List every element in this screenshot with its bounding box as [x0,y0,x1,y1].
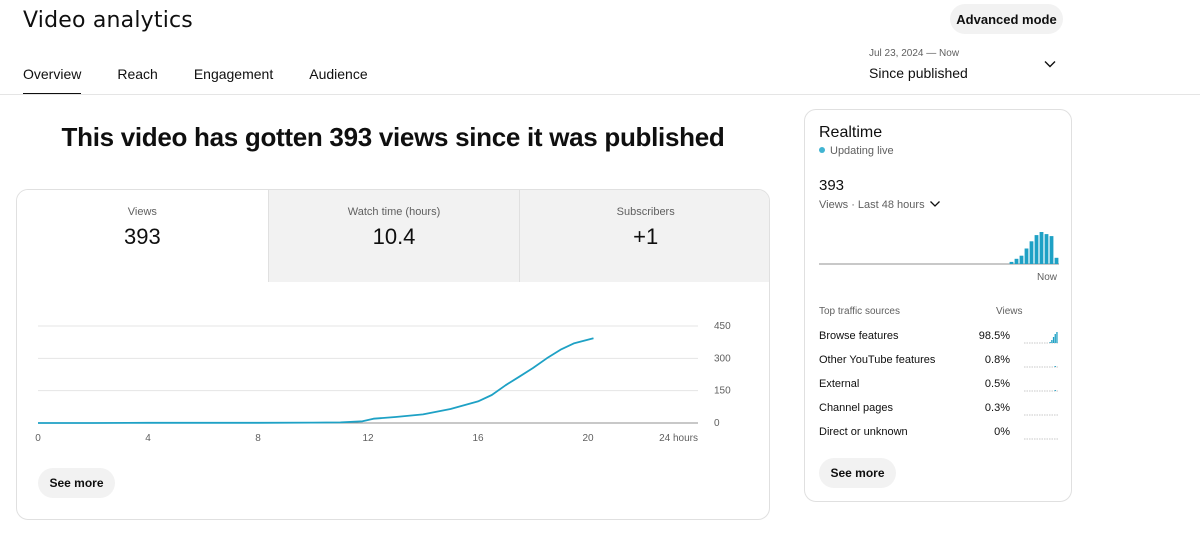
traffic-views-column: Views [996,306,1023,317]
metric-tabs: Views 393 Watch time (hours) 10.4 Subscr… [17,190,769,282]
source-sparkline [1024,366,1058,368]
advanced-mode-button[interactable]: Advanced mode [950,4,1063,34]
realtime-period-selector[interactable]: Views · Last 48 hours [819,199,941,211]
source-value: 98.5% [978,330,1010,342]
realtime-period-label: Views · Last 48 hours [819,199,925,211]
traffic-source-row: Other YouTube features 0.8% [819,354,1059,378]
realtime-bar-chart [819,232,1059,265]
views-line-chart: 0 150 300 450 0 4 8 12 16 20 24 hours [35,321,731,444]
page-title: Video analytics [23,8,193,33]
source-sparkline [1024,390,1058,392]
traffic-source-row: External 0.5% [819,378,1059,402]
sparkline-bar [1054,334,1056,343]
tab-overview[interactable]: Overview [23,66,82,95]
traffic-sources-list: Browse features 98.5% Other YouTube featu… [819,330,1059,450]
y-tick-label: 0 [714,418,720,429]
realtime-status-text: Updating live [830,145,894,157]
realtime-bar [1024,248,1029,264]
source-value: 0% [994,426,1010,438]
see-more-button[interactable]: See more [38,468,115,498]
realtime-bar [1054,257,1059,264]
source-name: Channel pages [819,402,894,414]
x-tick-label: 12 [362,433,374,444]
realtime-bar [1014,258,1019,264]
sparkline-bar [1051,340,1053,343]
date-range-dates: Jul 23, 2024 — Now [869,48,960,59]
source-value: 0.5% [984,378,1010,390]
realtime-bar [1034,235,1039,264]
overview-card: Views 393 Watch time (hours) 10.4 Subscr… [16,189,770,520]
metric-value: 393 [123,224,161,249]
sparkline-bar [1049,342,1051,343]
x-tick-label: 24 hours [659,433,698,444]
sparkline-bar [1054,390,1056,391]
source-name: Direct or unknown [819,426,908,438]
x-tick-label: 4 [145,433,151,444]
metric-value: 10.4 [372,224,416,249]
metric-value: +1 [633,224,659,249]
traffic-source-row: Direct or unknown 0% [819,426,1059,450]
realtime-title: Realtime [819,124,883,141]
tab-audience[interactable]: Audience [309,66,368,82]
date-range-label: Since published [869,65,968,81]
traffic-source-row: Channel pages 0.3% [819,402,1059,426]
source-name: External [819,378,860,390]
realtime-bar [1044,234,1049,264]
metric-views[interactable]: Views 393 [17,190,268,282]
realtime-bar [1029,241,1034,264]
x-tick-label: 20 [582,433,594,444]
chevron-down-icon [1044,61,1056,68]
realtime-bar [1039,232,1044,264]
traffic-sources-header: Top traffic sources Views [819,306,1059,317]
header-divider [0,94,1200,95]
realtime-bar [1049,236,1054,264]
traffic-sources-title: Top traffic sources [819,306,900,317]
metric-watch-time[interactable]: Watch time (hours) 10.4 [267,190,520,282]
chevron-down-icon [929,201,940,208]
source-value: 0.3% [984,402,1010,414]
tab-reach[interactable]: Reach [117,66,158,82]
tab-engagement[interactable]: Engagement [193,66,274,82]
realtime-bar [1009,261,1014,264]
source-sparkline [1024,438,1058,440]
sparkline-bar [1052,337,1055,343]
x-tick-label: 0 [35,433,41,444]
views-series-line [38,337,594,424]
x-tick-label: 16 [472,433,484,444]
x-tick-label: 8 [255,433,261,444]
date-range-picker[interactable]: Jul 23, 2024 — Now Since published [869,48,1061,88]
metric-label: Views [127,206,157,218]
sparkline-bar [1054,366,1056,367]
realtime-now-label: Now [1036,272,1057,283]
source-name: Browse features [819,330,899,342]
realtime-bar [1019,255,1024,264]
source-sparkline [1024,414,1058,416]
live-dot-icon [819,147,825,154]
realtime-card: Realtime Updating live 393 Views · Last … [804,109,1072,502]
y-tick-label: 450 [714,321,731,332]
metric-label: Watch time (hours) [347,206,441,218]
source-name: Other YouTube features [819,354,936,366]
views-headline: This video has gotten 393 views since it… [61,122,725,152]
source-sparkline [1024,332,1058,344]
realtime-see-more-button[interactable]: See more [819,458,896,488]
metric-subscribers[interactable]: Subscribers +1 [519,190,769,282]
traffic-source-row: Browse features 98.5% [819,330,1059,354]
y-tick-label: 300 [714,353,731,364]
y-tick-label: 150 [714,386,731,397]
sparkline-bar [1056,332,1058,343]
metric-label: Subscribers [616,206,675,218]
realtime-status: Updating live [819,145,894,157]
source-value: 0.8% [984,354,1010,366]
tab-bar: Overview Reach Engagement Audience [23,66,404,95]
realtime-views-count: 393 [819,177,845,194]
